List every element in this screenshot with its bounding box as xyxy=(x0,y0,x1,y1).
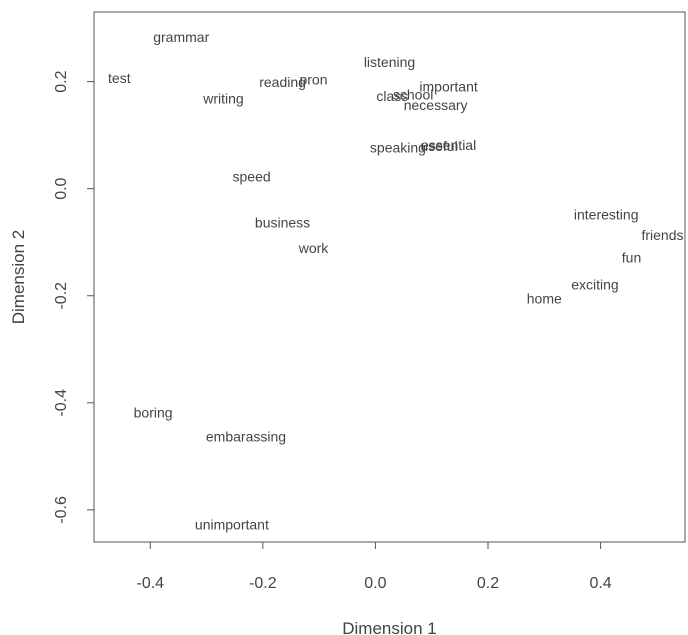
point-label-pron: pron xyxy=(299,71,327,87)
point-label-important: important xyxy=(419,78,477,94)
point-label-embarassing: embarassing xyxy=(206,429,286,445)
point-label-test: test xyxy=(108,70,131,86)
point-label-useful: useful xyxy=(420,138,457,154)
y-axis: -0.6 -0.4 -0.2 0.0 0.2 xyxy=(53,70,94,524)
point-label-exciting: exciting xyxy=(571,276,618,292)
plot-frame xyxy=(93,11,686,543)
point-label-fun: fun xyxy=(622,250,641,266)
x-tick-label: -0.2 xyxy=(249,575,277,592)
point-label-necessary: necessary xyxy=(404,97,468,113)
point-label-interesting: interesting xyxy=(574,206,639,222)
y-tick-label: -0.4 xyxy=(53,389,70,417)
x-axis-label: Dimension 1 xyxy=(342,619,437,635)
y-tick-label: -0.6 xyxy=(53,496,70,524)
x-tick-label: 0.2 xyxy=(477,575,499,592)
point-label-class: class xyxy=(376,88,408,104)
x-tick-label: -0.4 xyxy=(136,575,164,592)
point-label-speed: speed xyxy=(233,168,271,184)
point-label-reading: reading xyxy=(259,74,306,90)
point-label-friends: friends xyxy=(641,227,683,243)
y-tick-label: 0.0 xyxy=(53,177,70,199)
x-axis: -0.4 -0.2 0.0 0.2 0.4 xyxy=(136,542,612,592)
point-label-boring: boring xyxy=(134,404,173,420)
x-tick-label: 0.4 xyxy=(589,575,611,592)
point-label-business: business xyxy=(255,214,310,230)
y-axis-label: Dimension 2 xyxy=(9,230,28,325)
y-tick-label: 0.2 xyxy=(53,70,70,92)
point-label-work: work xyxy=(298,240,330,256)
point-label-home: home xyxy=(527,290,562,306)
y-tick-label: -0.2 xyxy=(53,282,70,310)
point-label-listening: listening xyxy=(364,54,415,70)
point-label-essential: essential xyxy=(421,137,476,153)
point-label-school: school xyxy=(393,86,433,102)
point-label-speaking: speaking xyxy=(370,139,426,155)
point-label-grammar: grammar xyxy=(153,29,209,45)
x-tick-label: 0.0 xyxy=(364,575,386,592)
point-label-writing: writing xyxy=(202,91,243,107)
point-label-unimportant: unimportant xyxy=(195,516,269,532)
